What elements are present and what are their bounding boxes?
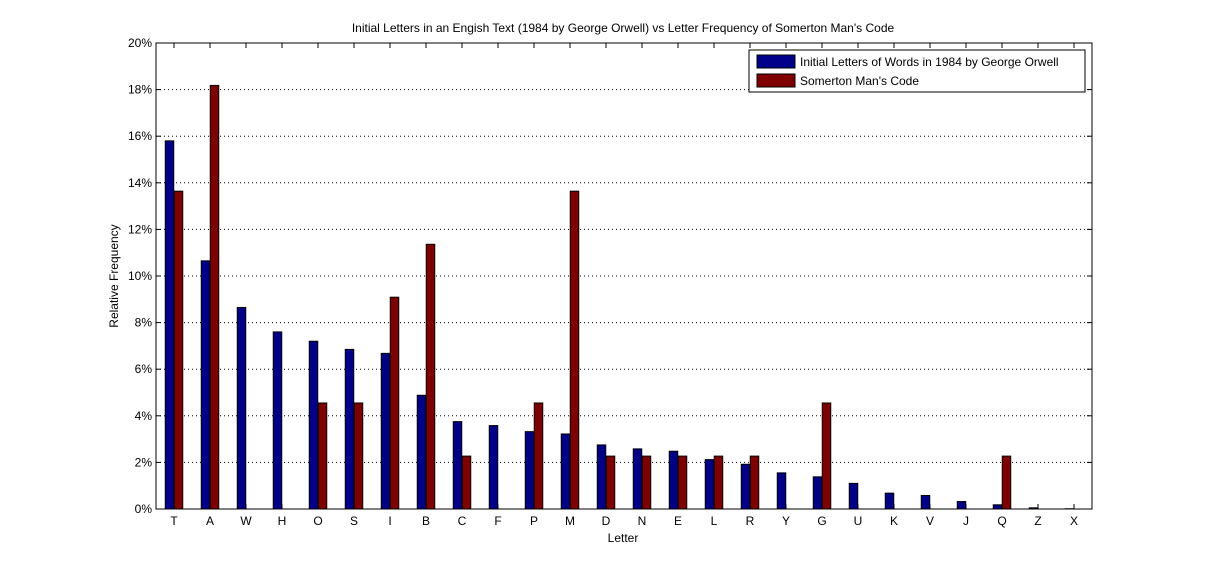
y-tick-label: 4% — [135, 409, 153, 423]
bar-z-orwell — [1028, 507, 1039, 510]
x-tick-label: C — [458, 514, 467, 528]
bar-f-orwell — [488, 425, 499, 510]
bar-g-somerton — [821, 402, 832, 510]
bar-o-somerton — [317, 402, 328, 510]
bar-u-orwell — [848, 482, 859, 510]
bar-b-orwell — [416, 394, 427, 510]
x-tick-label: V — [926, 514, 934, 528]
x-tick-label: Q — [997, 514, 1006, 528]
legend-swatch-somerton — [756, 73, 796, 88]
x-tick-label: O — [313, 514, 322, 528]
bar-d-orwell — [596, 444, 607, 510]
y-tick-label: 2% — [135, 455, 153, 469]
x-tick-label: H — [278, 514, 287, 528]
bar-o-orwell — [308, 340, 319, 510]
x-tick-label: S — [350, 514, 358, 528]
bar-y-orwell — [776, 472, 787, 510]
x-tick-label: P — [530, 514, 538, 528]
x-axis-label: Letter — [608, 531, 639, 545]
bar-d-somerton — [605, 455, 616, 510]
bar-v-orwell — [920, 494, 931, 510]
bar-g-orwell — [812, 476, 823, 510]
bar-c-orwell — [452, 421, 463, 510]
y-axis-label: Relative Frequency — [107, 224, 121, 327]
bar-q-somerton — [1001, 455, 1012, 510]
x-tick-label: W — [240, 514, 252, 528]
x-tick-label: Z — [1034, 514, 1041, 528]
x-tick-label: L — [711, 514, 718, 528]
y-tick-label: 20% — [128, 36, 152, 50]
x-tick-label: M — [565, 514, 575, 528]
y-tick-label: 14% — [128, 176, 152, 190]
bar-t-somerton — [173, 190, 184, 510]
bar-e-orwell — [668, 450, 679, 510]
x-tick-label: E — [674, 514, 682, 528]
bar-r-somerton — [749, 455, 760, 510]
bar-a-orwell — [200, 260, 211, 510]
legend-swatch-1984 — [756, 54, 796, 69]
x-tick-label: U — [854, 514, 863, 528]
legend: Initial Letters of Words in 1984 by Geor… — [748, 49, 1086, 93]
bar-n-orwell — [632, 448, 643, 510]
x-tick-label: Y — [782, 514, 790, 528]
legend-label-1984: Initial Letters of Words in 1984 by Geor… — [800, 55, 1059, 69]
bar-n-somerton — [641, 455, 652, 510]
chart-title: Initial Letters in an Engish Text (1984 … — [352, 21, 895, 35]
bar-l-orwell — [704, 459, 715, 510]
x-tick-label: N — [638, 514, 647, 528]
bar-i-somerton — [389, 296, 400, 510]
y-tick-label: 6% — [135, 362, 153, 376]
bar-m-orwell — [560, 433, 571, 510]
bar-b-somerton — [425, 243, 436, 510]
bar-t-orwell — [164, 140, 175, 510]
x-tick-label: J — [963, 514, 969, 528]
plot-area: 0% 2% 4% 6% 8% 10% 12% 14% 16% 18% 20% T A W H O S I B C F P M… — [128, 36, 1093, 528]
bar-j-orwell — [956, 501, 967, 510]
bar-q-orwell — [992, 504, 1003, 510]
bar-m-somerton — [569, 190, 580, 510]
bar-i-orwell — [380, 352, 391, 510]
y-tick-label: 8% — [135, 316, 153, 330]
x-tick-label: I — [388, 514, 391, 528]
y-tick-label: 0% — [135, 502, 153, 516]
bar-p-somerton — [533, 402, 544, 510]
x-tick-label: A — [206, 514, 214, 528]
bar-s-somerton — [353, 402, 364, 510]
bar-l-somerton — [713, 455, 724, 510]
x-tick-label: F — [494, 514, 501, 528]
y-tick-label: 18% — [128, 83, 152, 97]
legend-box — [748, 49, 1086, 93]
bar-s-orwell — [344, 348, 355, 510]
bar-k-orwell — [884, 492, 895, 510]
bar-a-somerton — [209, 84, 220, 510]
x-tick-label: T — [170, 514, 178, 528]
x-tick-label: R — [746, 514, 755, 528]
bar-p-orwell — [524, 431, 535, 510]
x-tick-label: B — [422, 514, 430, 528]
x-tick-label: G — [817, 514, 826, 528]
bar-w-orwell — [236, 306, 247, 510]
bar-c-somerton — [461, 455, 472, 510]
bar-r-orwell — [740, 463, 751, 510]
x-tick-label: K — [890, 514, 898, 528]
y-tick-label: 16% — [128, 129, 152, 143]
x-tick-label: D — [602, 514, 611, 528]
legend-label-somerton: Somerton Man's Code — [800, 74, 919, 88]
x-tick-label: X — [1070, 514, 1078, 528]
bar-e-somerton — [677, 455, 688, 510]
y-tick-label: 12% — [128, 222, 152, 236]
y-tick-label: 10% — [128, 269, 152, 283]
bar-h-orwell — [272, 331, 283, 510]
